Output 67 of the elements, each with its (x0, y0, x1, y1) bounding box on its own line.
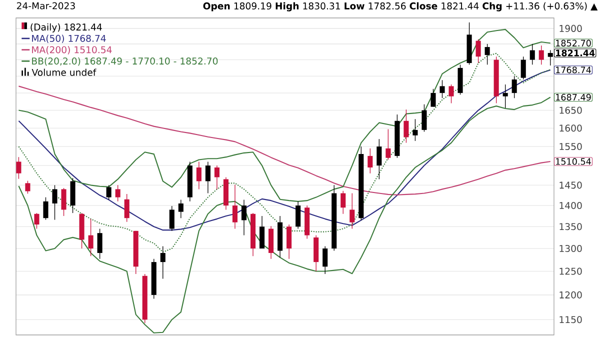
candlestick (106, 184, 112, 200)
candlestick (61, 188, 66, 216)
candlestick (205, 161, 210, 194)
candlestick (440, 80, 445, 98)
y-tick-label: 1300 (560, 244, 582, 252)
candlestick (476, 38, 481, 64)
line-series (18, 86, 551, 196)
line-series (18, 69, 551, 231)
candlestick (25, 180, 30, 194)
candlestick (512, 76, 517, 98)
text: 24-Mar-2023 (16, 2, 75, 10)
candlestick (88, 218, 94, 256)
candlestick (232, 184, 238, 230)
candlestick (241, 199, 247, 236)
candlestick (52, 184, 58, 220)
legend-label: MA(200) 1510.54 (32, 46, 112, 54)
candlestick (160, 246, 166, 280)
candlestick (430, 88, 436, 108)
candlestick (296, 201, 301, 230)
candlestick (34, 212, 40, 230)
candlestick (214, 165, 220, 190)
y-tick-label: 1250 (560, 268, 582, 275)
candlestick (386, 128, 391, 160)
candlestick (178, 199, 184, 218)
candlestick (259, 216, 265, 249)
candlestick (16, 156, 22, 180)
candlestick (124, 194, 130, 222)
candlestick (196, 161, 202, 190)
data-label: 1687.49 (556, 94, 591, 101)
candlestick (376, 138, 382, 180)
y-tick-label: 1450 (560, 182, 582, 189)
text: Open 1809.19 High 1830.31 Low 1782.56 Close 1821.44 Chg +11.36 (+0.63%) ▲ (203, 2, 598, 12)
candlestick (340, 190, 346, 214)
y-tick-label: 1400 (560, 202, 582, 210)
y-tick-label: 1150 (560, 316, 582, 324)
data-label: 1852.70 (556, 40, 591, 46)
candlestick (286, 224, 292, 260)
candlestick (404, 109, 409, 144)
annotation: (Daily) 1821.44 (30, 23, 102, 32)
data-label: 1768.74 (556, 66, 591, 74)
candlestick (350, 192, 355, 230)
legend-label: BB(20,2.0) 1687.49 - 1770.10 - 1852.70 (32, 57, 218, 66)
candlestick (97, 228, 102, 260)
candlestick (43, 196, 48, 220)
candlestick (502, 84, 508, 108)
annotation: Volume undef (32, 68, 96, 76)
candlestick (322, 246, 328, 274)
line-series (18, 96, 551, 334)
candlestick (520, 56, 526, 80)
candlestick (448, 84, 454, 104)
candlestick (422, 104, 427, 132)
y-tick-label: 1650 (560, 106, 582, 114)
legend-label: MA(50) 1768.74 (32, 34, 106, 44)
candlestick (115, 184, 120, 202)
candlestick (538, 45, 544, 65)
candlestick (484, 44, 490, 65)
candlestick (530, 44, 535, 65)
candlestick (412, 118, 418, 142)
data-label: 1510.54 (556, 158, 591, 165)
y-tick-label: 1600 (560, 124, 582, 132)
y-tick-label: 1900 (560, 24, 582, 32)
text: 1821.44 (556, 50, 595, 56)
y-tick-label: 1200 (560, 291, 582, 298)
y-tick-label: 1550 (560, 143, 582, 150)
y-tick-label: 1350 (560, 223, 582, 230)
candlestick (368, 148, 373, 174)
candlestick (169, 206, 174, 232)
